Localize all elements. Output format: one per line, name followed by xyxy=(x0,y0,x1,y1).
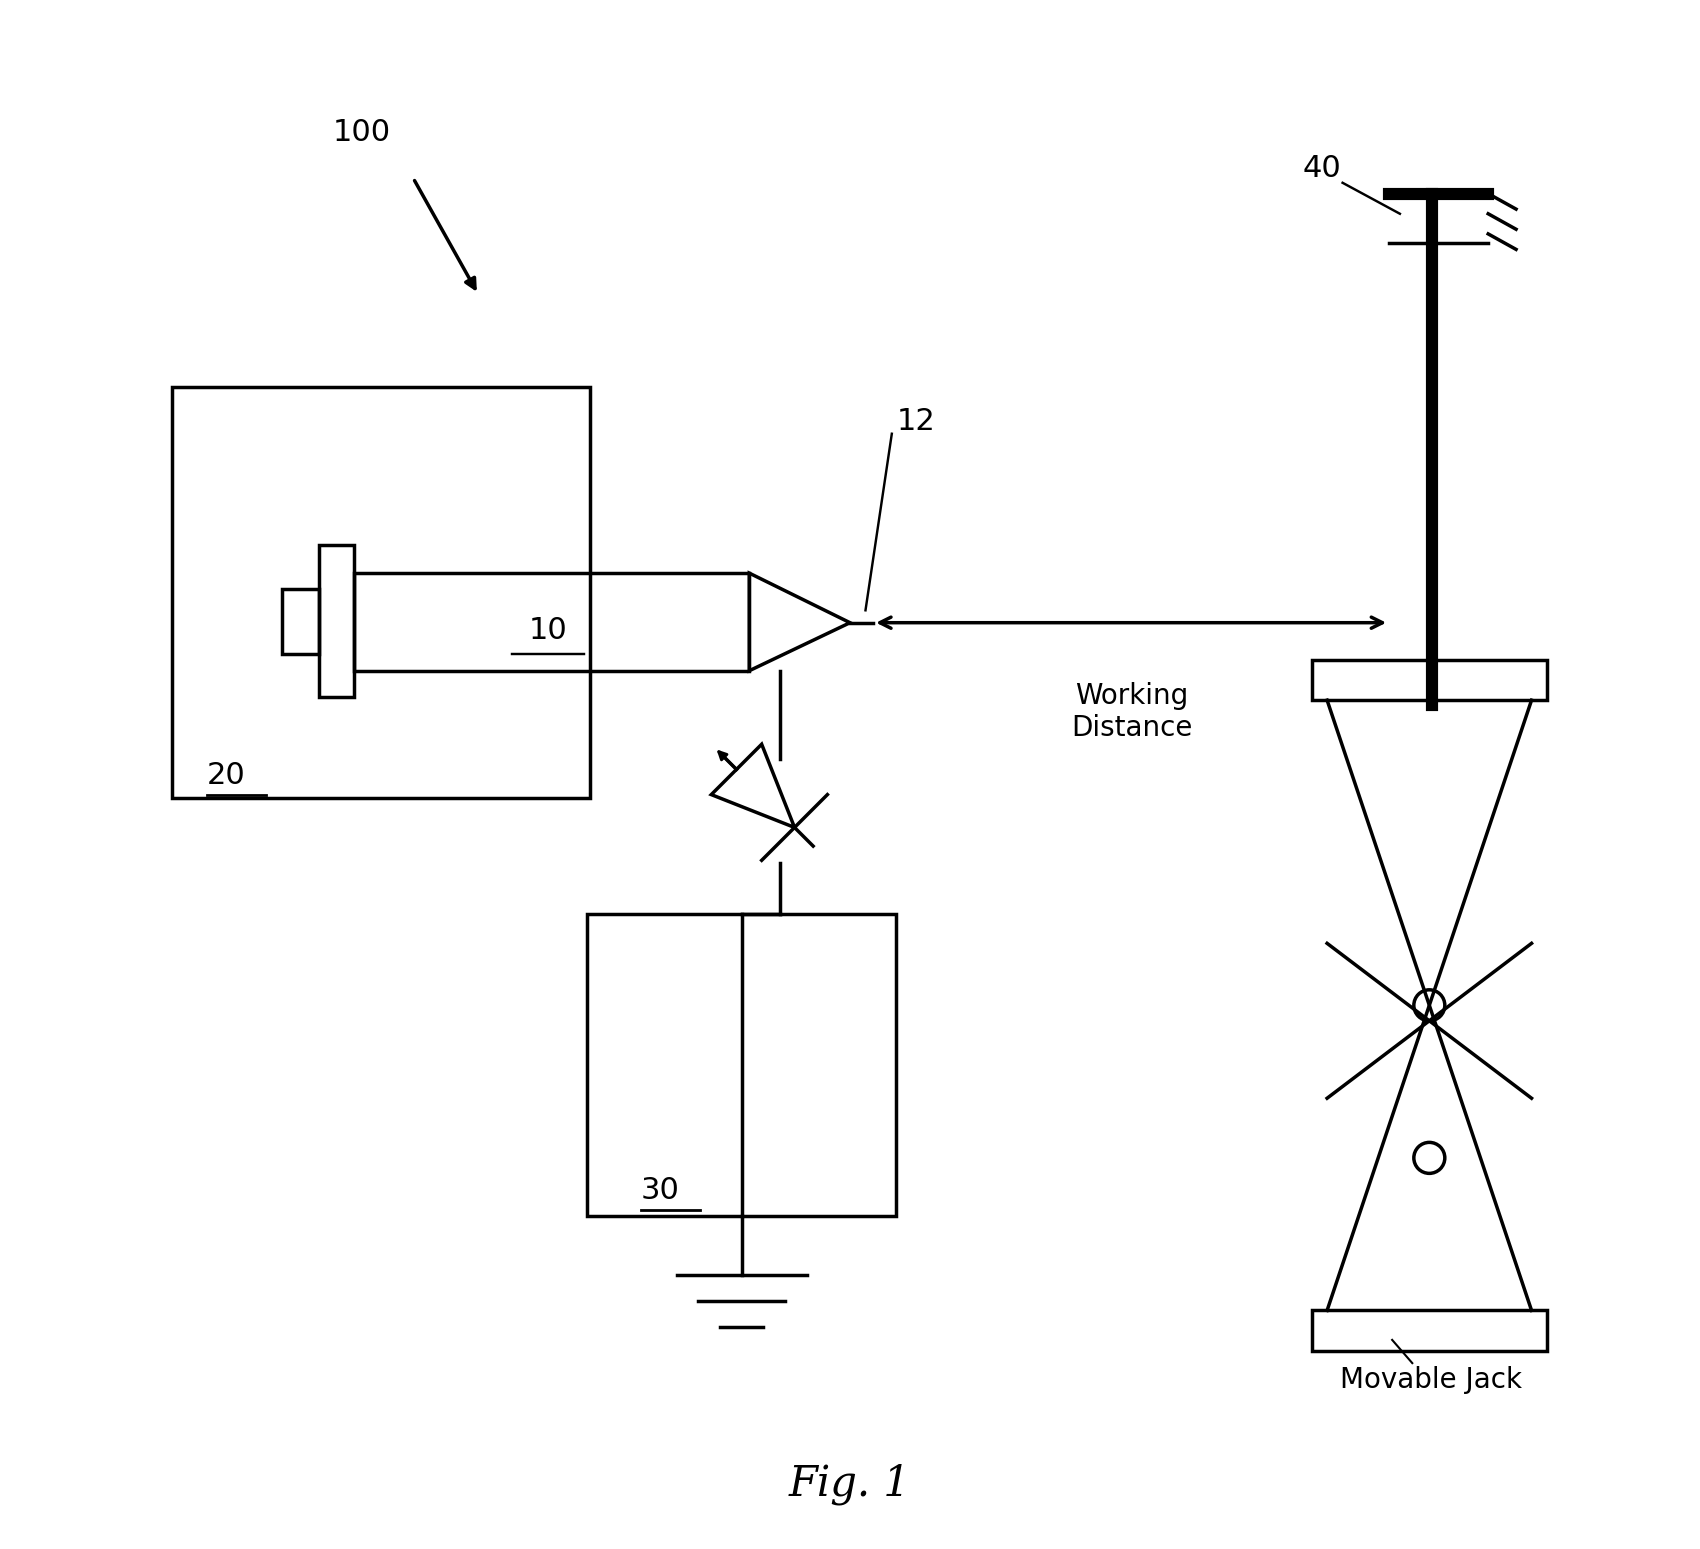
Bar xyxy=(586,914,896,1216)
Text: 12: 12 xyxy=(896,407,935,435)
Text: Fig. 1: Fig. 1 xyxy=(789,1462,911,1506)
Bar xyxy=(172,387,590,798)
Bar xyxy=(354,573,750,671)
Text: 20: 20 xyxy=(207,761,246,790)
Text: 10: 10 xyxy=(529,617,568,644)
Text: Movable Jack: Movable Jack xyxy=(1340,1366,1522,1394)
Bar xyxy=(318,545,354,697)
Bar xyxy=(1312,660,1547,700)
Bar xyxy=(282,589,318,654)
Text: Working
Distance: Working Distance xyxy=(1071,682,1193,742)
Text: 40: 40 xyxy=(1302,153,1341,183)
Text: 100: 100 xyxy=(333,118,391,147)
Text: 30: 30 xyxy=(641,1176,680,1205)
Bar xyxy=(1312,1310,1547,1351)
